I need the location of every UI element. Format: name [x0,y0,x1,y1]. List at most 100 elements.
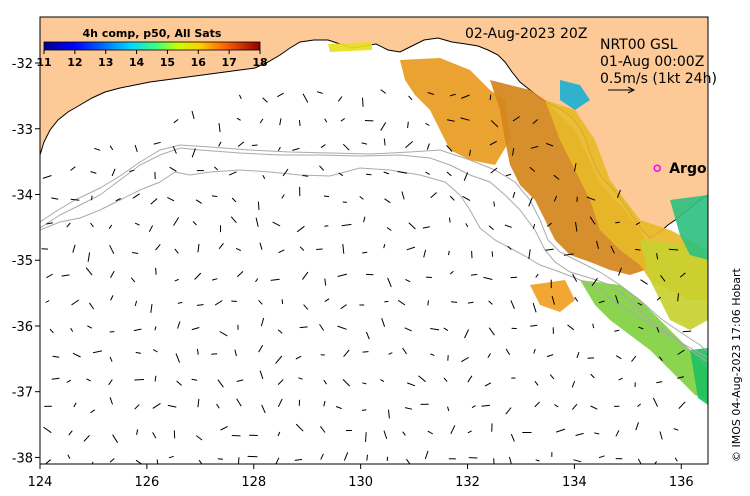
sst-patch [560,80,590,110]
current-vector [46,273,54,279]
current-vector [109,145,114,151]
current-vector [217,379,224,388]
current-vector [172,146,177,154]
sst-patch [690,348,708,405]
lon-tick-label: 136 [669,475,694,490]
bathymetry-contour-2000m [40,167,708,359]
current-vector [505,348,511,356]
lon-tick-label: 130 [348,475,373,490]
current-vector [388,409,390,419]
sst-satellite-layer [328,42,708,405]
current-vector [228,171,237,176]
current-vector [469,149,471,156]
colorbar-tick-label: 12 [67,56,82,69]
current-vector [425,171,431,175]
current-vector [635,422,639,431]
current-vector [362,351,369,353]
current-vector [91,461,94,464]
current-vector [323,400,326,407]
current-vector [319,324,325,331]
argo-float-marker[interactable] [653,164,661,172]
current-vector [217,458,223,460]
current-vector [316,91,323,94]
current-vector [135,459,143,464]
current-vector [302,93,309,103]
current-vector [156,459,159,464]
current-vector [197,398,200,408]
current-vector [277,146,281,151]
current-vector [251,144,258,146]
current-vector [679,272,686,278]
current-vector [72,244,76,253]
current-vector [430,192,437,199]
current-vector [510,433,515,442]
current-vector [154,375,157,382]
current-vector [220,425,228,431]
credit-text: © IMOS 04-Aug-2023 17:06 Hobart [730,268,743,462]
plot-frame [39,16,709,465]
current-vector [640,279,648,285]
current-vector [301,271,309,280]
current-vector [281,194,285,199]
sst-patch [670,195,708,260]
current-vector [677,349,685,355]
current-vector [134,300,138,307]
lon-tick-label: 128 [241,475,266,490]
current-vector [255,278,259,283]
current-vector [461,94,470,99]
current-vector [571,380,576,388]
sst-patch [328,42,372,52]
current-vector [461,356,469,363]
current-vector [278,249,285,254]
current-vector [195,199,202,204]
current-vector [303,304,309,310]
current-vector [449,217,451,223]
current-vector [463,172,469,181]
current-vector [214,300,223,306]
current-vector [383,138,386,146]
sst-patch [580,280,708,400]
colorbar-tick-label: 16 [191,56,207,69]
current-vector [443,377,448,382]
current-vector [194,272,202,280]
lat-tick-label: -32 [12,57,33,72]
current-vector [402,431,406,436]
current-vector [343,349,350,358]
current-vector [90,171,97,174]
current-vector [610,245,615,254]
current-vector [237,457,240,464]
current-vector [174,278,179,282]
lon-tick-label: 124 [28,475,53,490]
current-vector [656,381,663,384]
current-vector [219,331,228,337]
current-vector [70,198,80,201]
current-vector [638,326,644,330]
current-vector [567,324,575,331]
current-vector [359,196,364,200]
current-vector [152,432,157,439]
current-vector [484,382,492,387]
lon-tick-label: 126 [134,475,159,490]
current-vector [174,248,179,254]
current-vector [258,344,264,353]
current-vector [191,327,200,331]
current-vector [173,119,179,124]
current-vector [236,117,241,121]
current-vector [365,432,367,442]
current-vector [575,221,578,232]
lat-tick-label: -34 [12,188,33,203]
current-vector [512,148,515,156]
current-vector [443,327,449,332]
current-vector [134,379,145,381]
current-vector [211,195,218,197]
current-vector [298,377,303,380]
current-vector [133,328,142,332]
current-vector [489,140,497,146]
current-vector [470,273,478,276]
current-vector [590,373,595,379]
current-vector [426,143,430,150]
current-vector [512,191,516,198]
current-vector [616,189,621,198]
current-vector [512,116,520,122]
current-vector [563,253,574,256]
